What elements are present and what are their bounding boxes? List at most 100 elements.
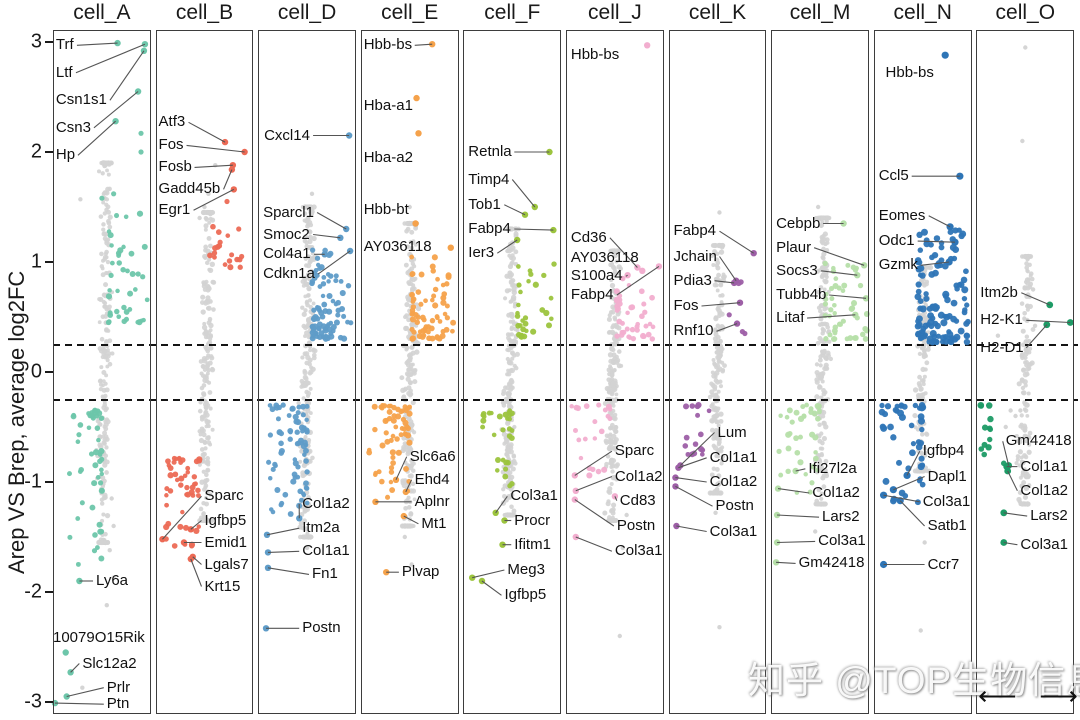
gene-label-Dapl1: Dapl1 [927,467,967,485]
gene-label-Fabp4: Fabp4 [570,286,614,303]
facet-header-cell_E: cell_E [381,1,439,24]
facet-panel-cell_J [566,30,664,714]
gene-label-Ifi27l2a: Ifi27l2a [808,459,857,477]
gene-label-10079O15Rik: 10079O15Rik [53,629,145,647]
y-tick-label: 2 [30,140,42,163]
facet-header-cell_K: cell_K [688,1,747,24]
y-tick-label: 0 [30,360,42,383]
y-tick-label: -3 [24,690,42,713]
gene-label-H2-K1: H2-K1 [980,311,1023,329]
gene-label-Sparcl1: Sparcl1 [263,203,314,221]
y-tick-label: 1 [30,250,42,273]
gene-label-Smoc2: Smoc2 [263,225,310,243]
arrow-right-icon[interactable]: ⟶ [1039,681,1078,711]
facet-header-cell_D: cell_D [277,1,337,24]
gene-label-Meg3: Meg3 [507,561,545,578]
facet-panel-cell_A [53,30,151,714]
gene-label-Col1a2: Col1a2 [709,473,758,490]
y-tick-mark [45,701,53,703]
gene-label-Ehd4: Ehd4 [414,470,450,488]
facet-header-cell_O: cell_O [995,1,1056,24]
gene-label-Plaur: Plaur [776,238,812,256]
gene-label-Lum: Lum [717,423,747,441]
gene-label-Fn1: Fn1 [311,565,338,583]
gene-label-Col3a1: Col3a1 [614,542,663,560]
gene-label-Cd36: Cd36 [570,228,607,246]
facet-panel-cell_E [360,30,459,714]
upper-threshold-line [53,343,1078,346]
gene-label-Csn1s1: Csn1s1 [55,91,107,109]
gene-label-Fabp4: Fabp4 [673,222,717,240]
gene-label-Aplnr: Aplnr [414,492,450,510]
gene-label-Hba-a2: Hba-a2 [363,148,413,166]
facet-header-cell_A: cell_A [73,1,131,24]
gene-label-Col4a1: Col4a1 [263,245,311,263]
gene-label-Pdia3: Pdia3 [673,271,712,289]
y-axis-label: Arep VS Brep, average log2FC [4,270,29,574]
gene-label-Hbb-bs: Hbb-bs [570,46,620,64]
gene-label-Cxcl14: Cxcl14 [264,126,310,144]
gene-label-Col1a2: Col1a2 [1020,481,1068,499]
gene-label-Postn: Postn [715,497,754,515]
y-tick-mark [45,591,53,593]
facet-panel-cell_O [976,30,1075,714]
y-tick-mark [45,481,53,483]
gene-label-Col1a1: Col1a1 [302,542,350,560]
gene-label-Csn3: Csn3 [55,118,91,136]
gene-label-Col1a2: Col1a2 [302,495,350,512]
gene-label-Col3a1: Col3a1 [510,487,558,505]
gene-label-Rnf10: Rnf10 [673,322,714,340]
gene-label-Tob1: Tob1 [468,195,501,213]
gene-label-Col1a1: Col1a1 [1020,457,1068,475]
gene-label-Eomes: Eomes [878,206,926,224]
gene-label-Col1a2: Col1a2 [812,484,860,501]
gene-label-H2-D1: H2-D1 [980,338,1024,356]
gene-label-Itm2a: Itm2a [302,519,340,537]
y-tick-mark [45,41,53,43]
gene-label-Ltf: Ltf [55,63,73,81]
gene-label-Retnla: Retnla [468,143,512,160]
gene-label-Lgals7: Lgals7 [204,555,249,573]
gene-label-Hbb-bs: Hbb-bs [363,36,413,54]
gene-label-Igfbp5: Igfbp5 [504,586,547,604]
gene-label-Cebpb: Cebpb [776,214,821,232]
gene-label-Trf: Trf [55,36,74,54]
facet-panel-cell_N [873,30,972,714]
gene-label-Col3a1: Col3a1 [1020,535,1068,553]
y-tick-mark [45,261,53,263]
gene-label-Igfbp5: Igfbp5 [204,511,247,529]
gene-label-Litaf: Litaf [776,309,805,327]
gene-label-Atf3: Atf3 [158,113,186,131]
gene-label-Timp4: Timp4 [468,170,510,188]
arrow-left-icon[interactable]: ⟵ [978,681,1017,711]
gene-label-Col3a1: Col3a1 [709,522,758,540]
gene-label-Satb1: Satb1 [927,517,967,534]
gene-label-Tubb4b: Tubb4b [776,286,827,303]
gene-label-Col3a1: Col3a1 [818,532,866,550]
y-tick-mark [45,371,53,373]
gene-label-Lars2: Lars2 [1030,507,1068,525]
facet-header-cell_N: cell_N [893,1,952,24]
facet-panel-cell_M [771,30,869,714]
gene-label-Ptn: Ptn [106,695,130,713]
gene-label-Prlr: Prlr [106,678,131,696]
gene-label-Col1a2: Col1a2 [614,467,663,485]
gene-label-Postn: Postn [616,517,656,534]
facet-panel-cell_K [668,30,767,714]
gene-label-Procr: Procr [514,511,551,529]
gene-label-Hba-a1: Hba-a1 [363,96,413,114]
gene-label-Ly6a: Ly6a [96,572,129,589]
gene-label-Ccr7: Ccr7 [927,555,960,573]
gene-label-Col1a1: Col1a1 [709,448,758,466]
gene-label-Ier3: Ier3 [468,244,495,262]
gene-label-Lars2: Lars2 [822,508,860,526]
gene-label-S100a4: S100a4 [570,267,623,285]
gene-label-Mt1: Mt1 [421,514,447,532]
facet-header-cell_M: cell_M [789,1,851,24]
gene-label-Odc1: Odc1 [878,232,915,250]
gene-label-Itm2b: Itm2b [980,283,1018,301]
gene-label-Igfbp4: Igfbp4 [922,442,965,460]
facet-header-cell_J: cell_J [588,1,642,24]
lower-threshold-line [53,398,1078,401]
